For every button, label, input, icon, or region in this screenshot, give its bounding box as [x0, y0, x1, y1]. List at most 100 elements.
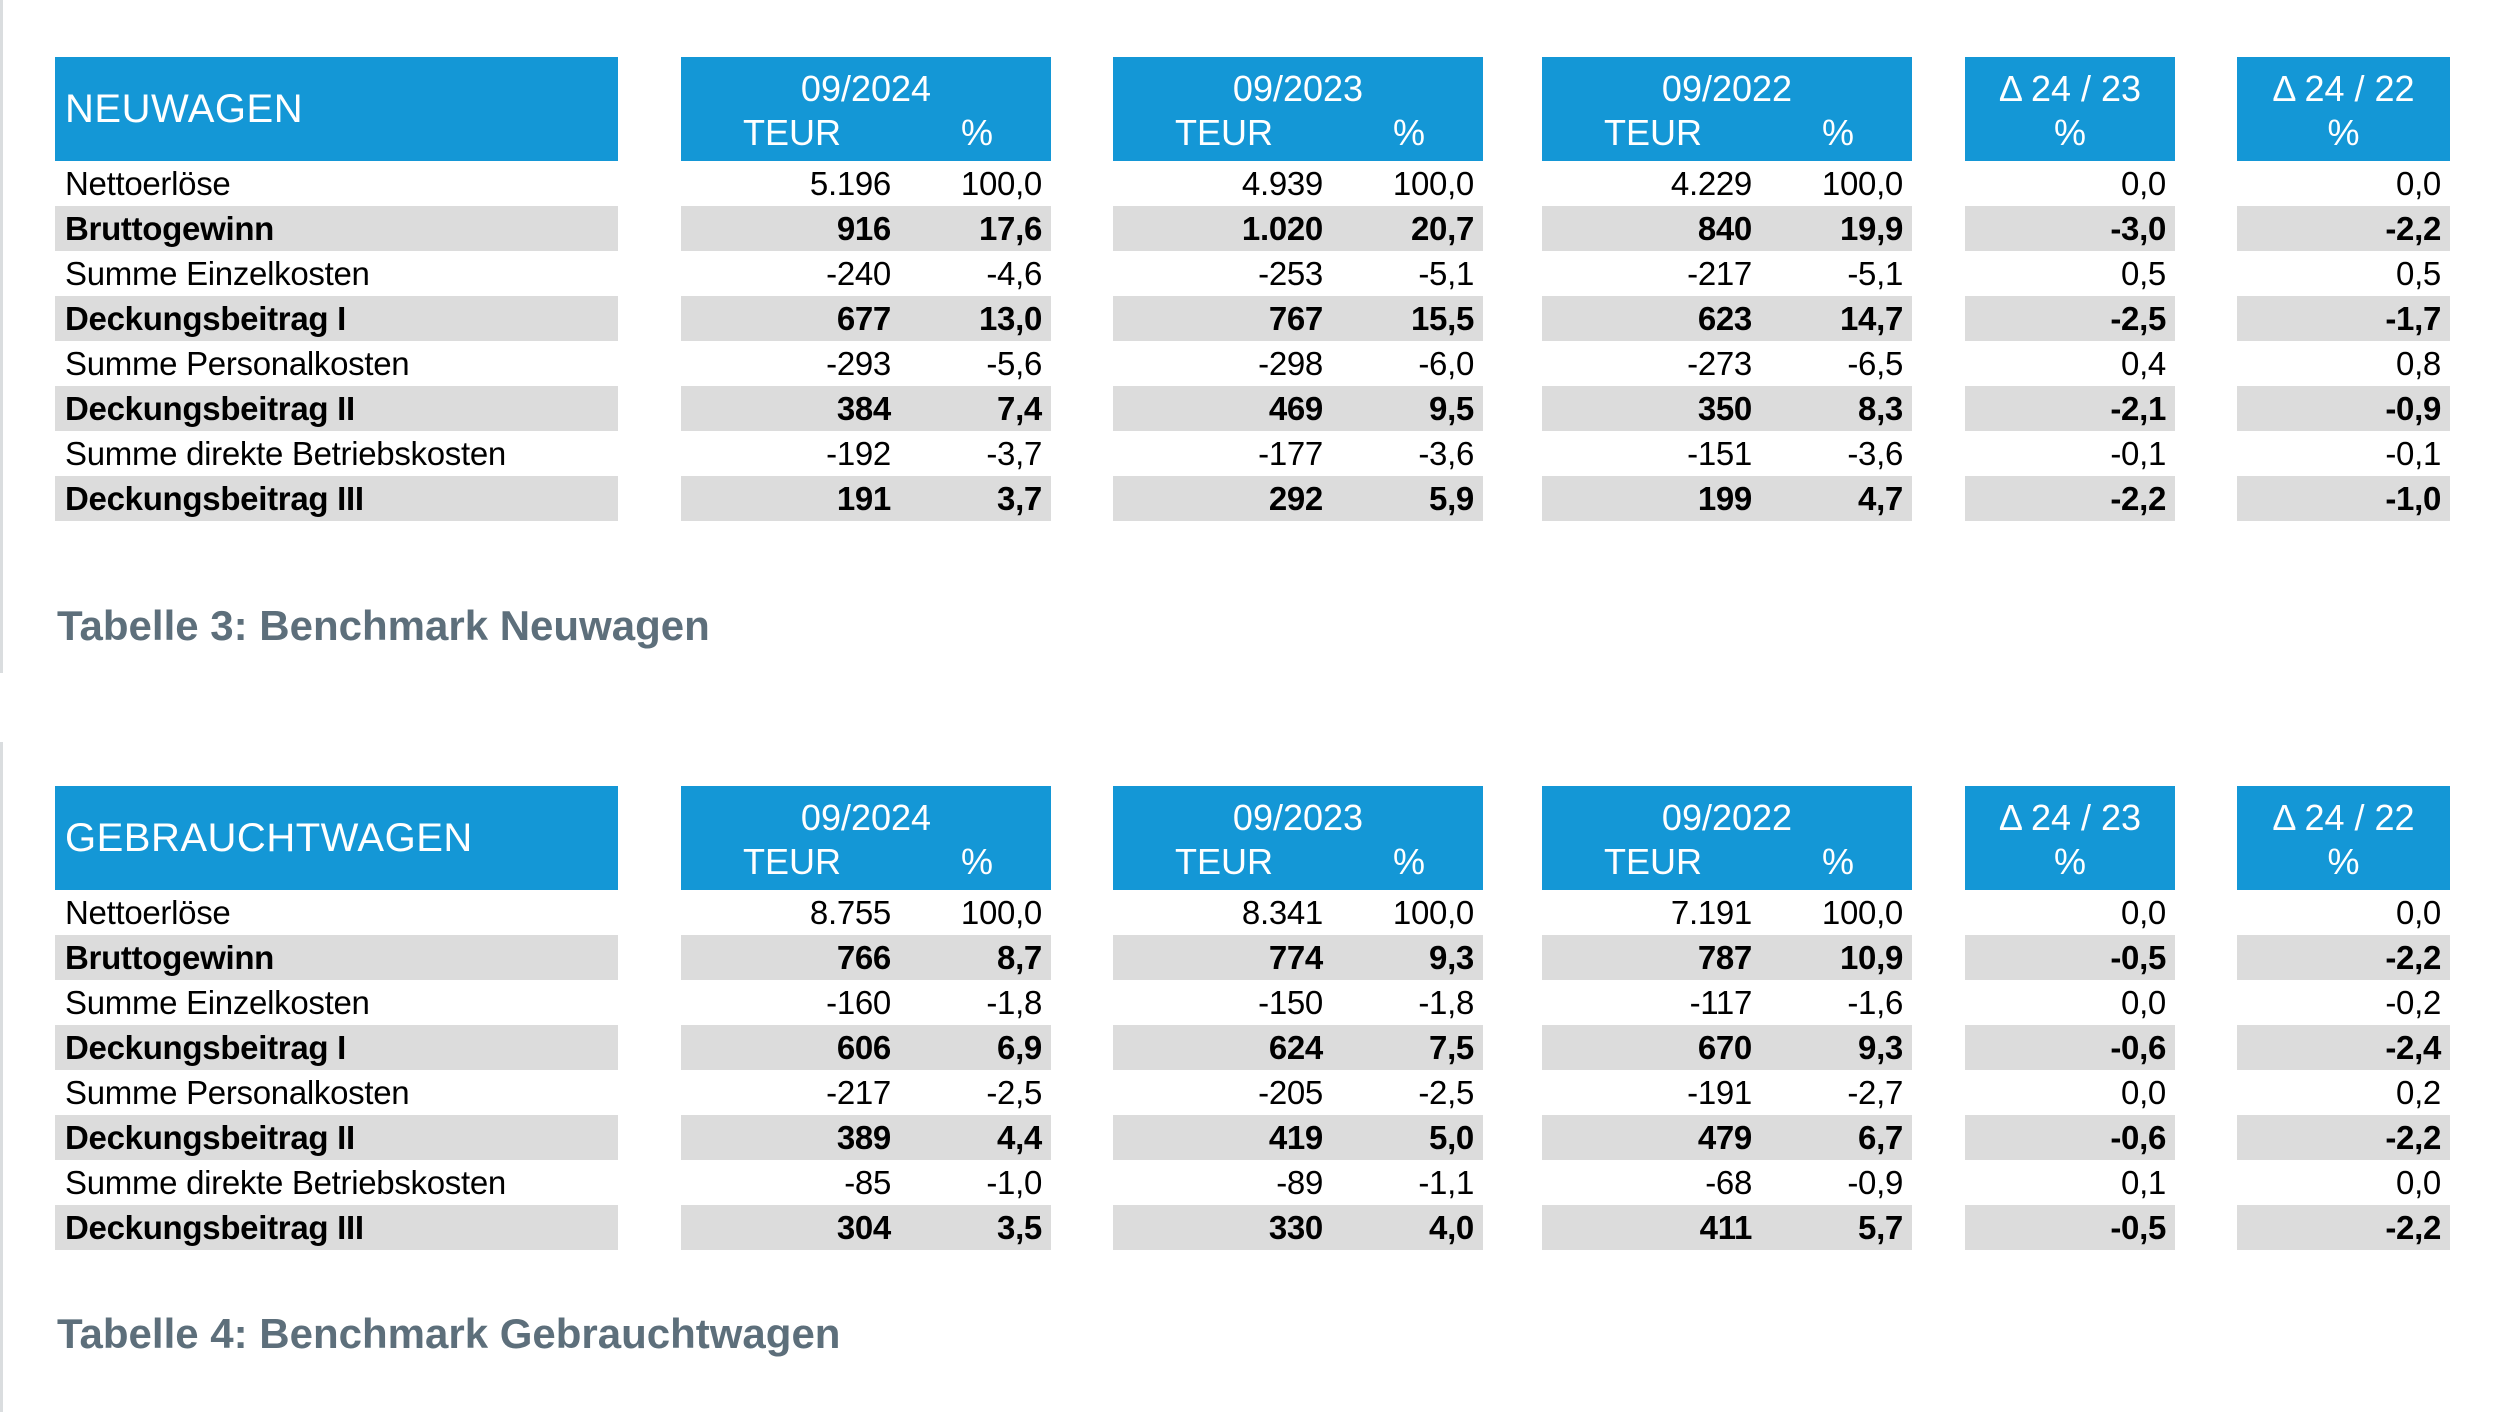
delta-value: -2,2 — [2237, 935, 2450, 980]
period-label: 09/2024 — [800, 68, 932, 109]
delta-value: 0,8 — [2396, 345, 2441, 382]
table-caption: Tabelle 4: Benchmark Gebrauchtwagen — [57, 1310, 841, 1357]
percent-value: -3,6 — [1847, 435, 1903, 472]
delta-value: 0,0 — [2121, 1074, 2166, 1111]
row-label: Summe Einzelkosten — [65, 984, 370, 1021]
delta-value: 0,0 — [2396, 165, 2441, 202]
teur-value: 389 — [836, 1119, 891, 1156]
delta-value: -0,9 — [2237, 386, 2450, 431]
period-values: 767 15,5 — [1113, 296, 1483, 341]
row-label: Nettoerlöse — [65, 165, 231, 202]
period-values: 840 19,9 — [1542, 206, 1912, 251]
teur-value: -253 — [1258, 255, 1323, 292]
delta-value: -0,5 — [1965, 1205, 2175, 1250]
delta-value: -1,0 — [2237, 476, 2450, 521]
delta-value: 0,0 — [2121, 984, 2166, 1021]
delta-label: Δ 24 / 22 — [2272, 68, 2415, 109]
percent-value: -2,7 — [1847, 1074, 1903, 1111]
period-values: 1.020 20,7 — [1113, 206, 1483, 251]
delta-label: Δ 24 / 23 — [1998, 797, 2142, 838]
period-values: 670 9,3 — [1542, 1025, 1912, 1070]
teur-value: 350 — [1697, 390, 1752, 427]
percent-value: 17,6 — [978, 210, 1042, 247]
percent-value: 4,7 — [1858, 480, 1903, 517]
table-row: Deckungsbeitrag I 677 13,0 767 15,5 623 14,7 -2… — [55, 296, 2455, 341]
row-label: Deckungsbeitrag III — [55, 476, 618, 521]
percent-value: 100,0 — [1392, 894, 1474, 931]
period-values: -177 -3,6 — [1113, 431, 1483, 476]
teur-value: 623 — [1697, 300, 1752, 337]
row-label: Deckungsbeitrag III — [55, 1205, 618, 1250]
delta-value: -2,2 — [2237, 1115, 2450, 1160]
period-values: 292 5,9 — [1113, 476, 1483, 521]
teur-value: 606 — [836, 1029, 891, 1066]
row-label: Summe Personalkosten — [65, 345, 410, 382]
unit-teur-label: TEUR — [743, 841, 841, 882]
benchmark-table-gebrauchtwagen: GEBRAUCHTWAGEN 09/2024 TEUR% 09/2023 TEUR% 09… — [55, 786, 2455, 1250]
period-subheader: TEUR% — [1542, 111, 1912, 161]
period-values: -89 -1,1 — [1113, 1160, 1483, 1205]
delta-value: -3,0 — [1965, 206, 2175, 251]
teur-value: -85 — [844, 1164, 891, 1201]
benchmark-table-neuwagen: NEUWAGEN 09/2024 TEUR% 09/2023 TEUR% 09/2022 T… — [55, 57, 2455, 521]
table-row: Summe Einzelkosten -240 -4,6 -253 -5,1 -217 -5… — [55, 251, 2455, 296]
period-values: 479 6,7 — [1542, 1115, 1912, 1160]
percent-value: 8,3 — [1858, 390, 1903, 427]
period-values: -293 -5,6 — [681, 341, 1051, 386]
period-values: -117 -1,6 — [1542, 980, 1912, 1025]
table-title: NEUWAGEN — [55, 57, 618, 161]
period-values: -85 -1,0 — [681, 1160, 1051, 1205]
period-values: -273 -6,5 — [1542, 341, 1912, 386]
table-row: Summe Personalkosten -293 -5,6 -298 -6,0 -273… — [55, 341, 2455, 386]
period-label: 09/2023 — [1232, 68, 1364, 109]
percent-value: -2,5 — [1418, 1074, 1474, 1111]
percent-value: 6,9 — [997, 1029, 1042, 1066]
delta-unit-label: % — [2053, 841, 2086, 882]
teur-value: -160 — [826, 984, 891, 1021]
percent-value: -2,5 — [986, 1074, 1042, 1111]
percent-value: 100,0 — [960, 165, 1042, 202]
percent-value: -5,1 — [1418, 255, 1474, 292]
unit-percent-label: % — [1821, 112, 1854, 153]
row-label: Deckungsbeitrag II — [55, 1115, 618, 1160]
teur-value: 677 — [836, 300, 891, 337]
table-row: Bruttogewinn 916 17,6 1.020 20,7 840 19,9 -3,0 -… — [55, 206, 2455, 251]
delta-label: Δ 24 / 23 — [1998, 68, 2142, 109]
percent-value: 14,7 — [1839, 300, 1903, 337]
teur-value: -89 — [1276, 1164, 1323, 1201]
period-values: 4.229 100,0 — [1542, 161, 1912, 206]
delta-value: -2,1 — [1965, 386, 2175, 431]
teur-value: 7.191 — [1670, 894, 1752, 931]
delta-header: Δ 24 / 22% — [2237, 786, 2450, 890]
percent-value: -6,0 — [1418, 345, 1474, 382]
table-row: Deckungsbeitrag II 384 7,4 469 9,5 350 8,3 -2,1… — [55, 386, 2455, 431]
teur-value: 4.229 — [1670, 165, 1752, 202]
delta-unit-label: % — [2327, 112, 2360, 153]
delta-value: -2,5 — [1965, 296, 2175, 341]
delta-value: 0,2 — [2396, 1074, 2441, 1111]
period-values: 350 8,3 — [1542, 386, 1912, 431]
unit-percent-label: % — [960, 841, 993, 882]
period-values: 606 6,9 — [681, 1025, 1051, 1070]
teur-value: 624 — [1268, 1029, 1323, 1066]
percent-value: 4,4 — [997, 1119, 1042, 1156]
table-row: Summe Personalkosten -217 -2,5 -205 -2,5 -191… — [55, 1070, 2455, 1115]
teur-value: -150 — [1258, 984, 1323, 1021]
teur-value: -151 — [1687, 435, 1752, 472]
delta-value: -2,2 — [2237, 1205, 2450, 1250]
delta-unit-label: % — [2327, 841, 2360, 882]
percent-value: 9,5 — [1429, 390, 1474, 427]
period-values: -240 -4,6 — [681, 251, 1051, 296]
delta-value: -0,6 — [1965, 1115, 2175, 1160]
delta-value: -0,6 — [1965, 1025, 2175, 1070]
period-header: 09/2022 TEUR% — [1542, 786, 1912, 890]
teur-value: 767 — [1268, 300, 1323, 337]
period-values: -253 -5,1 — [1113, 251, 1483, 296]
percent-value: -1,6 — [1847, 984, 1903, 1021]
period-values: 411 5,7 — [1542, 1205, 1912, 1250]
teur-value: -240 — [826, 255, 891, 292]
teur-value: -192 — [826, 435, 891, 472]
percent-value: 19,9 — [1839, 210, 1903, 247]
percent-value: 3,5 — [997, 1209, 1042, 1246]
table-caption: Tabelle 3: Benchmark Neuwagen — [57, 602, 710, 649]
